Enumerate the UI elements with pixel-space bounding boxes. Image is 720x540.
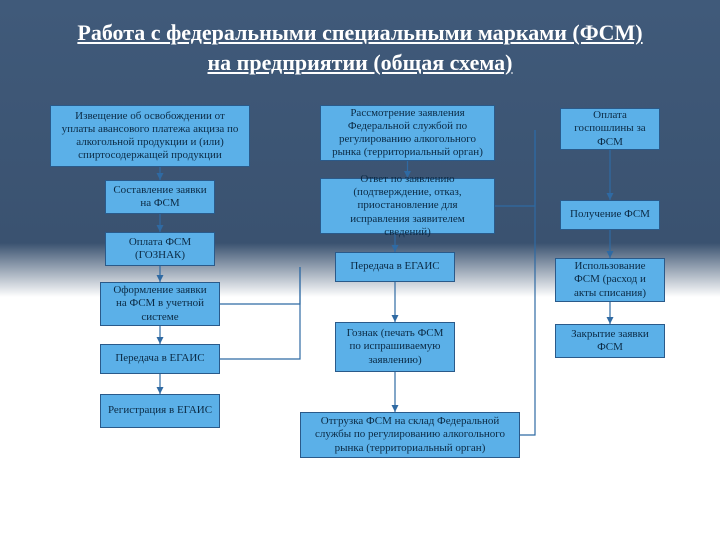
page-title: Работа с федеральными специальными марка…: [0, 18, 720, 77]
flow-node-n4: Оформление заявки на ФСМ в учетной систе…: [100, 282, 220, 326]
flow-node-r3: Использование ФСМ (расход и акты списани…: [555, 258, 665, 302]
flow-node-m1: Рассмотрение заявления Федеральной служб…: [320, 105, 495, 161]
flow-node-m5: Отгрузка ФСМ на склад Федеральной службы…: [300, 412, 520, 458]
flow-node-m4: Гознак (печать ФСМ по испрашиваемую заяв…: [335, 322, 455, 372]
flow-node-m2: Ответ по заявлению (подтверждение, отказ…: [320, 178, 495, 234]
flow-node-n3: Оплата ФСМ (ГОЗНАК): [105, 232, 215, 266]
title-line-2: на предприятии (общая схема): [208, 50, 513, 75]
flow-node-n1: Извещение об освобождении от уплаты аван…: [50, 105, 250, 167]
flow-node-n2: Составление заявки на ФСМ: [105, 180, 215, 214]
flow-node-r4: Закрытие заявки ФСМ: [555, 324, 665, 358]
flow-node-r2: Получение ФСМ: [560, 200, 660, 230]
flow-node-n6: Регистрация в ЕГАИС: [100, 394, 220, 428]
flow-node-r1: Оплата госпошлины за ФСМ: [560, 108, 660, 150]
flow-node-n5: Передача в ЕГАИС: [100, 344, 220, 374]
title-line-1: Работа с федеральными специальными марка…: [77, 20, 642, 45]
flow-node-m3: Передача в ЕГАИС: [335, 252, 455, 282]
